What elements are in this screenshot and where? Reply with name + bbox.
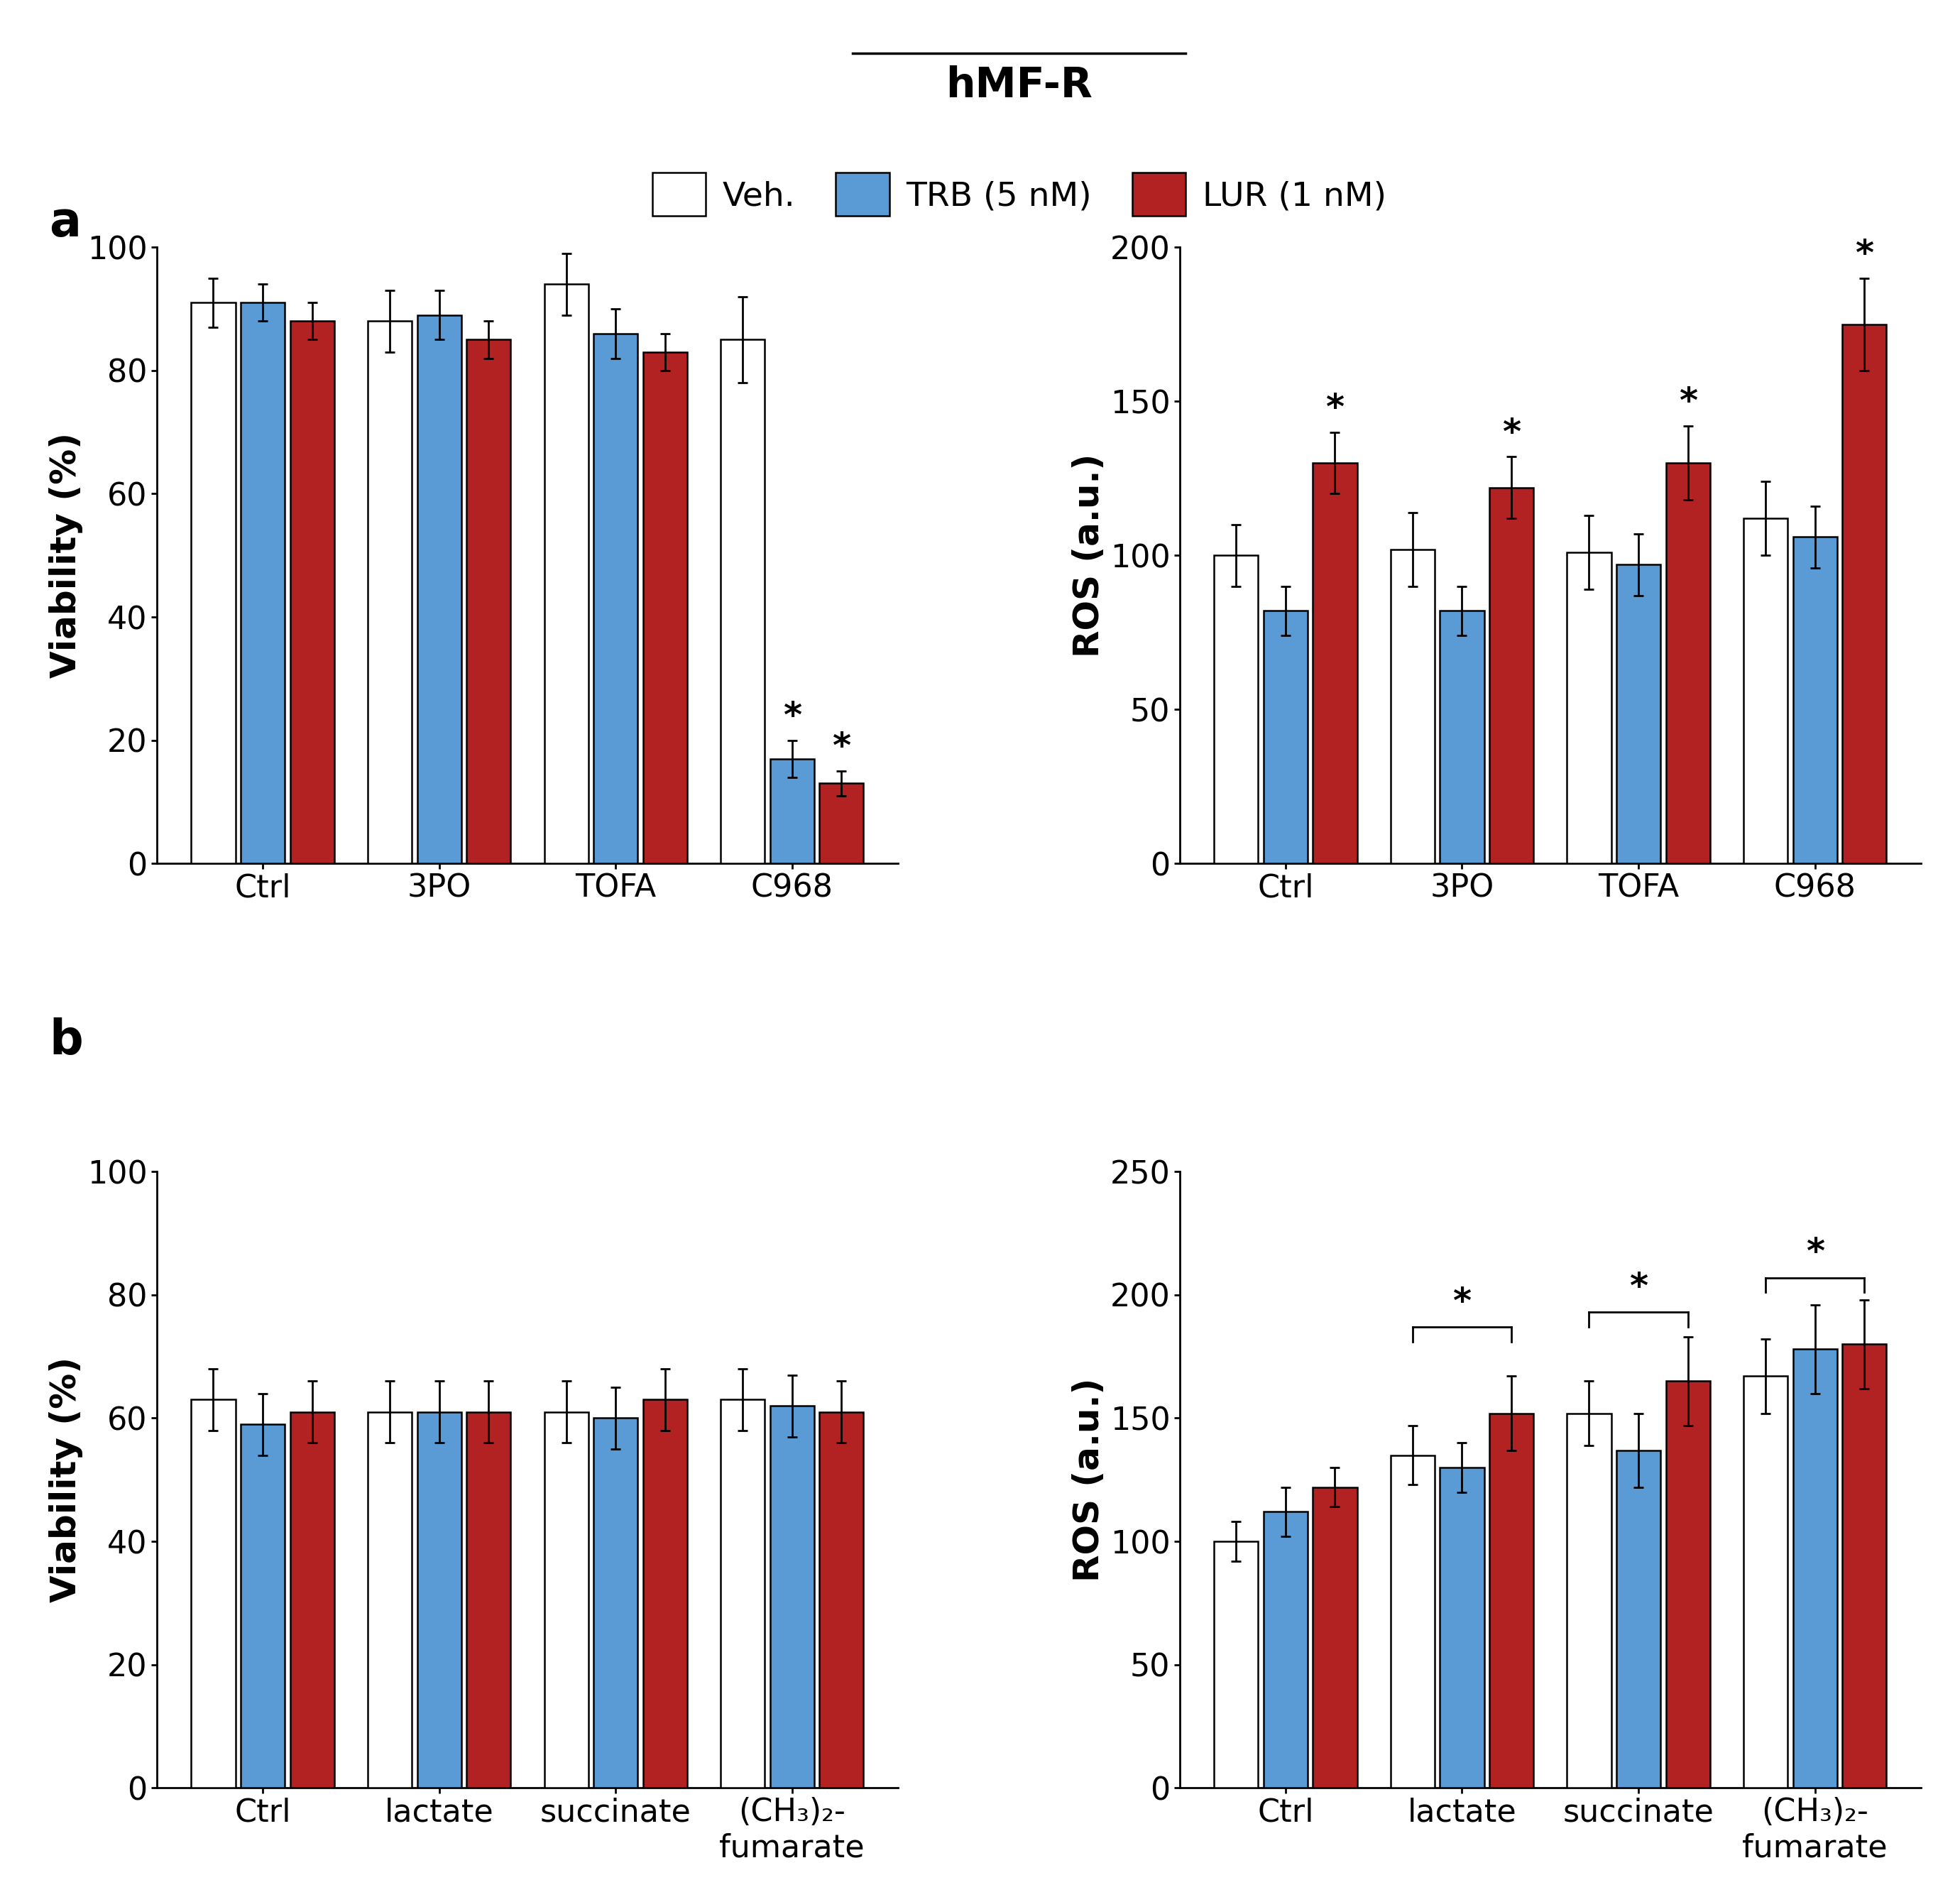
- Text: *: *: [1452, 1286, 1472, 1320]
- Text: *: *: [782, 700, 802, 734]
- Bar: [1390, 1455, 1435, 1788]
- Text: *: *: [1629, 1271, 1648, 1305]
- Bar: [368, 1411, 412, 1788]
- Bar: [1264, 611, 1307, 864]
- Legend: Veh., TRB (5 nM), LUR (1 nM): Veh., TRB (5 nM), LUR (1 nM): [639, 160, 1399, 230]
- Y-axis label: ROS (a.u.): ROS (a.u.): [1072, 453, 1105, 658]
- Text: *: *: [1678, 386, 1697, 420]
- Bar: [819, 1411, 864, 1788]
- Bar: [721, 1400, 764, 1788]
- Bar: [545, 283, 588, 864]
- Y-axis label: Viability (%): Viability (%): [49, 1356, 84, 1603]
- Bar: [1313, 462, 1356, 864]
- Bar: [1666, 1381, 1709, 1788]
- Bar: [819, 784, 864, 864]
- Bar: [417, 316, 461, 864]
- Y-axis label: ROS (a.u.): ROS (a.u.): [1072, 1377, 1105, 1582]
- Bar: [721, 340, 764, 864]
- Bar: [1490, 487, 1533, 864]
- Text: *: *: [1325, 392, 1345, 426]
- Bar: [1744, 519, 1788, 864]
- Bar: [1441, 611, 1484, 864]
- Text: *: *: [833, 730, 851, 765]
- Bar: [594, 333, 637, 864]
- Bar: [1390, 550, 1435, 864]
- Bar: [770, 759, 813, 864]
- Bar: [1666, 462, 1709, 864]
- Bar: [1566, 1413, 1611, 1788]
- Bar: [770, 1406, 813, 1788]
- Bar: [1441, 1468, 1484, 1788]
- Bar: [1490, 1413, 1533, 1788]
- Bar: [466, 340, 512, 864]
- Bar: [1842, 1345, 1886, 1788]
- Bar: [1566, 552, 1611, 864]
- Text: a: a: [49, 200, 80, 247]
- Bar: [545, 1411, 588, 1788]
- Bar: [192, 302, 235, 864]
- Bar: [1793, 536, 1837, 864]
- Text: hMF-R: hMF-R: [947, 65, 1092, 107]
- Bar: [1213, 555, 1258, 864]
- Bar: [466, 1411, 512, 1788]
- Bar: [1264, 1512, 1307, 1788]
- Bar: [192, 1400, 235, 1788]
- Bar: [643, 1400, 688, 1788]
- Text: *: *: [1501, 417, 1521, 451]
- Bar: [1617, 565, 1660, 864]
- Text: b: b: [49, 1018, 82, 1065]
- Bar: [368, 321, 412, 864]
- Y-axis label: Viability (%): Viability (%): [49, 432, 84, 679]
- Bar: [241, 302, 284, 864]
- Bar: [643, 352, 688, 864]
- Bar: [1313, 1487, 1356, 1788]
- Bar: [290, 321, 333, 864]
- Bar: [1842, 323, 1886, 864]
- Bar: [594, 1419, 637, 1788]
- Text: *: *: [1805, 1236, 1825, 1271]
- Bar: [1793, 1349, 1837, 1788]
- Bar: [1744, 1377, 1788, 1788]
- Bar: [1617, 1449, 1660, 1788]
- Text: *: *: [1854, 238, 1874, 272]
- Bar: [290, 1411, 333, 1788]
- Bar: [241, 1425, 284, 1788]
- Bar: [1213, 1541, 1258, 1788]
- Bar: [417, 1411, 461, 1788]
